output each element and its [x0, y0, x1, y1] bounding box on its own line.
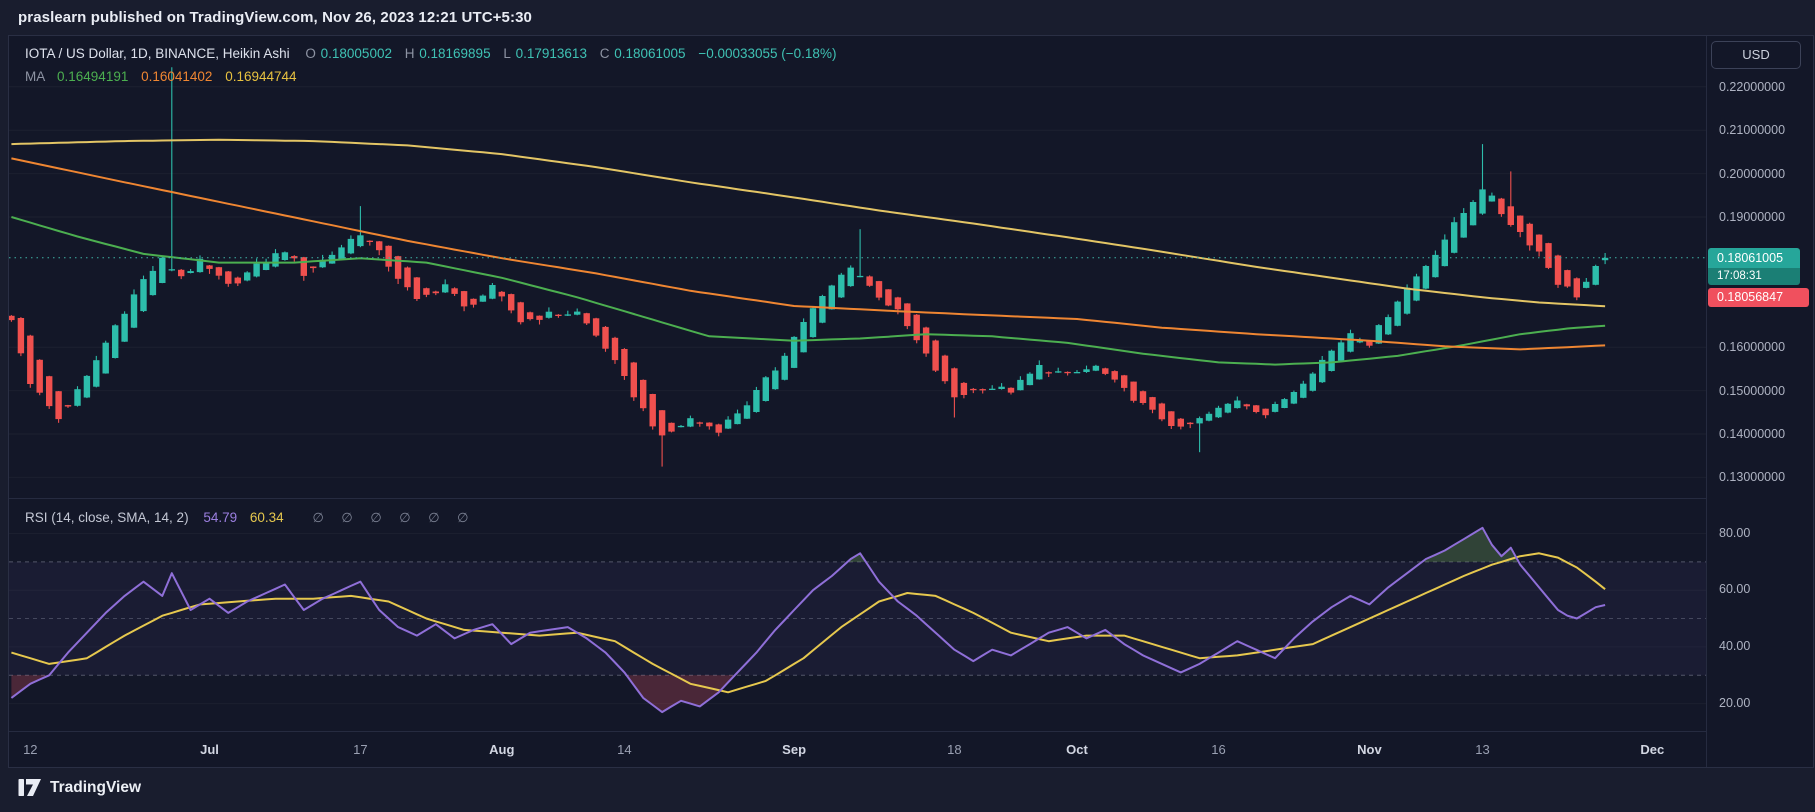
rsi-sma-line [11, 552, 1606, 694]
time-label-Dec: Dec [1640, 742, 1665, 757]
time-label-16: 16 [1211, 742, 1226, 757]
ma-value-medium: 0.16041402 [141, 69, 213, 84]
attribution-text: praslearn published on TradingView.com, … [18, 9, 532, 26]
time-label-Sep: Sep [782, 742, 807, 757]
last-price-badge: 0.18061005 17:08:31 [1708, 247, 1800, 285]
symbol-legend: IOTA / US Dollar, 1D, BINANCE, Heikin As… [25, 42, 845, 65]
price-label-0.16000000: 0.16000000 [1719, 340, 1786, 355]
high-label: H [404, 46, 415, 61]
ma-label[interactable]: MA [25, 69, 46, 84]
chart-frame: IOTA / US Dollar, 1D, BINANCE, Heikin As… [8, 35, 1814, 768]
price-label-0.21000000: 0.21000000 [1719, 123, 1786, 138]
legend-block: IOTA / US Dollar, 1D, BINANCE, Heikin As… [25, 42, 845, 88]
rsi-chart[interactable] [9, 499, 1706, 731]
rsi-oversold-fill [11, 675, 735, 713]
rsi-scale-label-60.00: 60.00 [1719, 582, 1751, 597]
time-label-Aug: Aug [489, 742, 515, 757]
bar-countdown: 17:08:31 [1708, 267, 1800, 285]
ma-value-fast: 0.16494191 [57, 69, 129, 84]
tradingview-logo[interactable] [18, 778, 42, 797]
rsi-pane[interactable]: RSI (14, close, SMA, 14, 2) 54.79 60.34 … [9, 498, 1706, 731]
price-label-0.13000000: 0.13000000 [1719, 470, 1786, 485]
time-label-14: 14 [617, 742, 632, 757]
symbol-title[interactable]: IOTA / US Dollar, 1D, BINANCE, Heikin As… [25, 46, 290, 61]
rsi-overbought-fill [847, 527, 1519, 562]
rsi-scale-label-40.00: 40.00 [1719, 638, 1751, 653]
low-value: 0.17913613 [515, 46, 587, 61]
rsi-title[interactable]: RSI (14, close, SMA, 14, 2) [25, 510, 189, 525]
rsi-ma-value: 60.34 [249, 510, 284, 525]
ma-line-2 [11, 138, 1606, 308]
last-price-value: 0.18061005 [1708, 247, 1800, 268]
tradingview-wordmark[interactable]: TradingView [50, 778, 142, 796]
ma-legend: MA 0.16494191 0.16041402 0.16944744 [25, 65, 845, 88]
time-label-17: 17 [353, 742, 368, 757]
rsi-value: 54.79 [203, 510, 238, 525]
close-label: C [599, 46, 610, 61]
footer: TradingView [18, 778, 141, 797]
time-label-Jul: Jul [200, 742, 219, 757]
time-label-Oct: Oct [1066, 742, 1088, 757]
price-gridlines [9, 86, 1706, 478]
price-label-0.14000000: 0.14000000 [1719, 427, 1786, 441]
candlestick-chart[interactable] [9, 36, 1706, 498]
time-label-12: 12 [23, 742, 38, 757]
secondary-price-badge: 0.18056847 [1708, 287, 1809, 307]
price-label-0.20000000: 0.20000000 [1719, 166, 1786, 181]
price-label-0.19000000: 0.19000000 [1719, 210, 1786, 224]
high-value: 0.18169895 [419, 46, 491, 61]
rsi-scale-label-80.00: 80.00 [1719, 525, 1751, 540]
price-label-0.15000000: 0.15000000 [1719, 383, 1786, 398]
price-scale[interactable]: USD 0.18061005 17:08:31 0.18056847 0.220… [1706, 36, 1813, 767]
price-label-0.22000000: 0.22000000 [1719, 79, 1786, 94]
change-value: −0.00033055 (−0.18%) [698, 46, 837, 61]
ma-line-1 [11, 157, 1606, 351]
rsi-scale-label-20.00: 20.00 [1719, 695, 1751, 710]
rsi-legend: RSI (14, close, SMA, 14, 2) 54.79 60.34 … [25, 510, 468, 526]
main-price-pane[interactable]: IOTA / US Dollar, 1D, BINANCE, Heikin As… [9, 36, 1706, 498]
rsi-hidden-values: ∅ ∅ ∅ ∅ ∅ ∅ [312, 510, 469, 525]
currency-toggle-button[interactable]: USD [1711, 41, 1801, 69]
rsi-band [9, 561, 1706, 676]
close-value: 0.18061005 [614, 46, 686, 61]
time-label-Nov: Nov [1357, 742, 1382, 757]
candles [9, 67, 1609, 467]
time-label-18: 18 [947, 742, 962, 757]
time-label-13: 13 [1475, 742, 1490, 757]
open-label: O [305, 46, 316, 61]
ma-line-0 [11, 216, 1606, 366]
open-value: 0.18005002 [320, 46, 392, 61]
time-axis[interactable]: 12 Jul 17 Aug 14 Sep 18 Oct 16 Nov 13 Dec [9, 731, 1706, 767]
rsi-line [10, 526, 1606, 714]
low-label: L [503, 46, 511, 61]
ma-value-slow: 0.16944744 [225, 69, 297, 84]
